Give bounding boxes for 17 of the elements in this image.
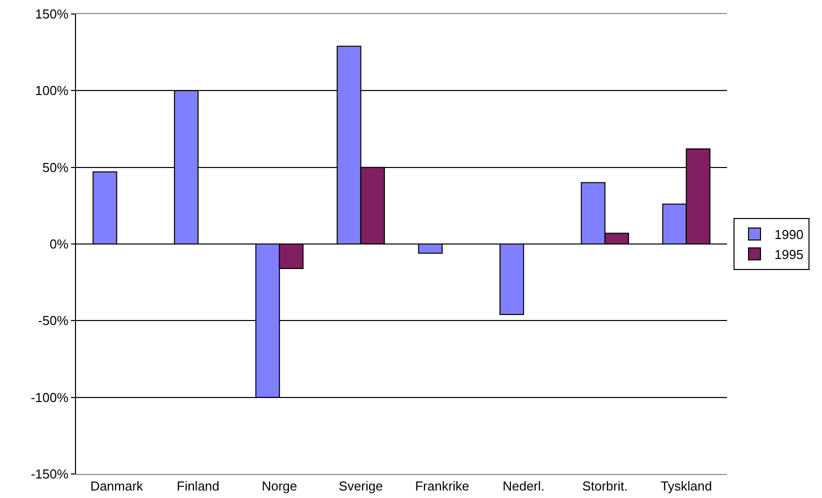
x-tick-label: Storbrit. bbox=[582, 478, 628, 494]
x-tick-label: Nederl. bbox=[502, 478, 545, 494]
x-tick-label: Finland bbox=[176, 478, 220, 494]
y-tick-label: 100% bbox=[35, 83, 69, 98]
y-tick-label: 50% bbox=[42, 160, 69, 175]
y-tick-label: 0% bbox=[50, 236, 69, 252]
y-tick-label: -50% bbox=[38, 313, 69, 328]
x-tick-label: Frankrike bbox=[415, 478, 470, 494]
y-tick-label: -150% bbox=[30, 466, 69, 482]
x-tick-label: Danmark bbox=[90, 478, 144, 494]
x-tick-label: Norge bbox=[262, 478, 298, 494]
y-tick-label: -100% bbox=[30, 390, 69, 405]
y-tick-label: 150% bbox=[35, 6, 69, 22]
legend-label: 1990 bbox=[774, 227, 804, 242]
x-tick-label: Sverige bbox=[338, 478, 383, 494]
x-tick-label: Tyskland bbox=[660, 478, 712, 494]
legend-label: 1995 bbox=[774, 246, 804, 262]
